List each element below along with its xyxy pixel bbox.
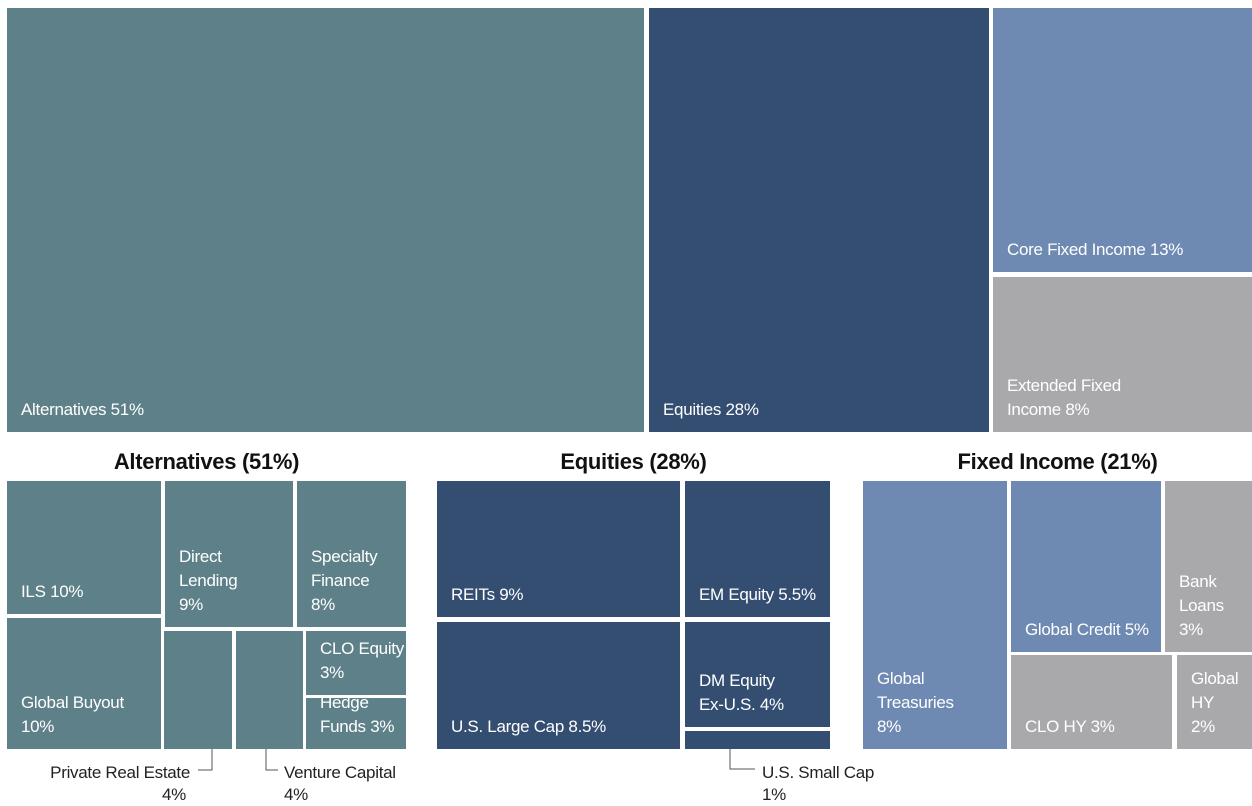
cell-label: Alternatives 51% (21, 398, 144, 422)
value-label: 3% (320, 663, 344, 682)
group-title: Equities (28%) (560, 449, 707, 474)
category-label: U.S. Large Cap (451, 717, 564, 736)
treemap-cell: Global Buyout 10% (7, 618, 161, 749)
value-label: 4% (284, 785, 308, 804)
category-label: Alternatives (21, 400, 107, 419)
treemap-cell: Specialty Finance 8% (297, 481, 406, 627)
cell-label: REITs 9% (451, 583, 524, 607)
category-label: Direct Lending (179, 547, 238, 590)
treemap-cell: Hedge Funds 3% (306, 693, 406, 749)
category-label: Global Buyout (21, 693, 124, 712)
category-label: ILS (21, 582, 46, 601)
category-label: Private Real Estate (50, 763, 190, 782)
value-label: 9% (499, 585, 524, 604)
value-label: 2% (1191, 717, 1215, 736)
value-label: 8% (877, 717, 901, 736)
treemap-cell: EM Equity 5.5% (685, 481, 830, 617)
cell-label: Global Treasuries 8% (877, 667, 967, 739)
treemap-cell: Alternatives 51% (7, 8, 644, 432)
category-label: Global Credit (1025, 620, 1121, 639)
category-label: Hedge Funds (320, 693, 369, 736)
cell-label: Hedge Funds 3% (320, 691, 415, 739)
cell-label: U.S. Small Cap (762, 762, 902, 784)
treemap-cell (236, 631, 303, 749)
value-label: 4% (162, 785, 186, 804)
value-label: 8.5% (568, 717, 606, 736)
value-label: 10% (50, 582, 84, 601)
category-label: CLO Equity (320, 639, 404, 658)
treemap-cell: Equities 28% (649, 8, 989, 432)
leader-line (265, 749, 278, 771)
treemap-cell: U.S. Large Cap 8.5% (437, 622, 680, 749)
value-label: 3% (1090, 717, 1115, 736)
value-label: 10% (21, 717, 55, 736)
value-label: 9% (179, 595, 203, 614)
category-label: Equities (663, 400, 722, 419)
cell-label: Global Credit 5% (1025, 618, 1149, 642)
value-label: 5% (1124, 620, 1149, 639)
category-label: Extended Fixed Income (1007, 376, 1121, 419)
category-label: Global Treasuries (877, 669, 954, 712)
category-label: EM Equity (699, 585, 774, 604)
cell-label: Private Real Estate (40, 762, 190, 784)
category-label: U.S. Small Cap (762, 763, 875, 782)
treemap-cell: Global HY 2% (1177, 655, 1252, 749)
cell-label: Global HY 2% (1191, 667, 1241, 739)
group-title: Alternatives (51%) (113, 449, 300, 474)
treemap-cell: Extended Fixed Income 8% (993, 277, 1252, 432)
cell-label: CLO HY 3% (1025, 715, 1115, 739)
treemap-cell: Direct Lending 9% (165, 481, 293, 627)
cell-label: Venture Capital (284, 762, 424, 784)
group-title: Fixed Income (21%) (957, 449, 1158, 474)
treemap-cell: ILS 10% (7, 481, 161, 614)
cell-label: Global Buyout 10% (21, 691, 161, 739)
treemap-cell: REITs 9% (437, 481, 680, 617)
cell-label: CLO Equity 3% (320, 637, 406, 685)
treemap-cell: Global Treasuries 8% (863, 481, 1007, 749)
treemap-cell: CLO Equity 3% (306, 631, 406, 695)
value-label: 8% (311, 595, 335, 614)
value-label: 4% (759, 695, 784, 714)
cell-label: Bank Loans 3% (1179, 570, 1239, 642)
cell-label: DM Equity Ex-U.S. 4% (699, 669, 789, 717)
category-label: CLO HY (1025, 717, 1087, 736)
category-label: Venture Capital (284, 763, 396, 782)
cell-label: Core Fixed Income 13% (1007, 238, 1183, 262)
treemap-cell: Core Fixed Income 13% (993, 8, 1252, 272)
value-label: 51% (110, 400, 144, 419)
category-label: Core Fixed Income (1007, 240, 1146, 259)
value-label: 28% (725, 400, 759, 419)
category-label: Global HY (1191, 669, 1239, 712)
treemap-cell: CLO HY 3% (1011, 655, 1172, 749)
treemap-cell: DM Equity Ex-U.S. 4% (685, 622, 830, 727)
treemap-cell: Bank Loans 3% (1165, 481, 1252, 652)
cell-label: Equities 28% (663, 398, 759, 422)
cell-label: EM Equity 5.5% (699, 583, 816, 607)
value-label: 5.5% (778, 585, 816, 604)
value-label: 1% (762, 785, 786, 804)
cell-label: ILS 10% (21, 580, 83, 604)
category-label: Specialty Finance (311, 547, 378, 590)
category-label: DM Equity Ex-U.S. (699, 671, 775, 714)
treemap-cell (164, 631, 232, 749)
cell-label: Direct Lending 9% (179, 545, 259, 617)
leader-line (729, 749, 755, 770)
category-label: Bank Loans (1179, 572, 1224, 615)
treemap-cell: Global Credit 5% (1011, 481, 1161, 652)
value-label: 13% (1149, 240, 1184, 259)
cell-label: U.S. Large Cap 8.5% (451, 715, 606, 739)
cell-label: Specialty Finance 8% (311, 545, 391, 617)
treemap-cell (685, 731, 830, 749)
cell-label: Extended Fixed Income 8% (1007, 374, 1127, 422)
leader-line (198, 749, 213, 771)
value-label: 3% (1179, 620, 1203, 639)
category-label: REITs (451, 585, 495, 604)
value-label: 3% (370, 717, 395, 736)
value-label: 8% (1065, 400, 1090, 419)
